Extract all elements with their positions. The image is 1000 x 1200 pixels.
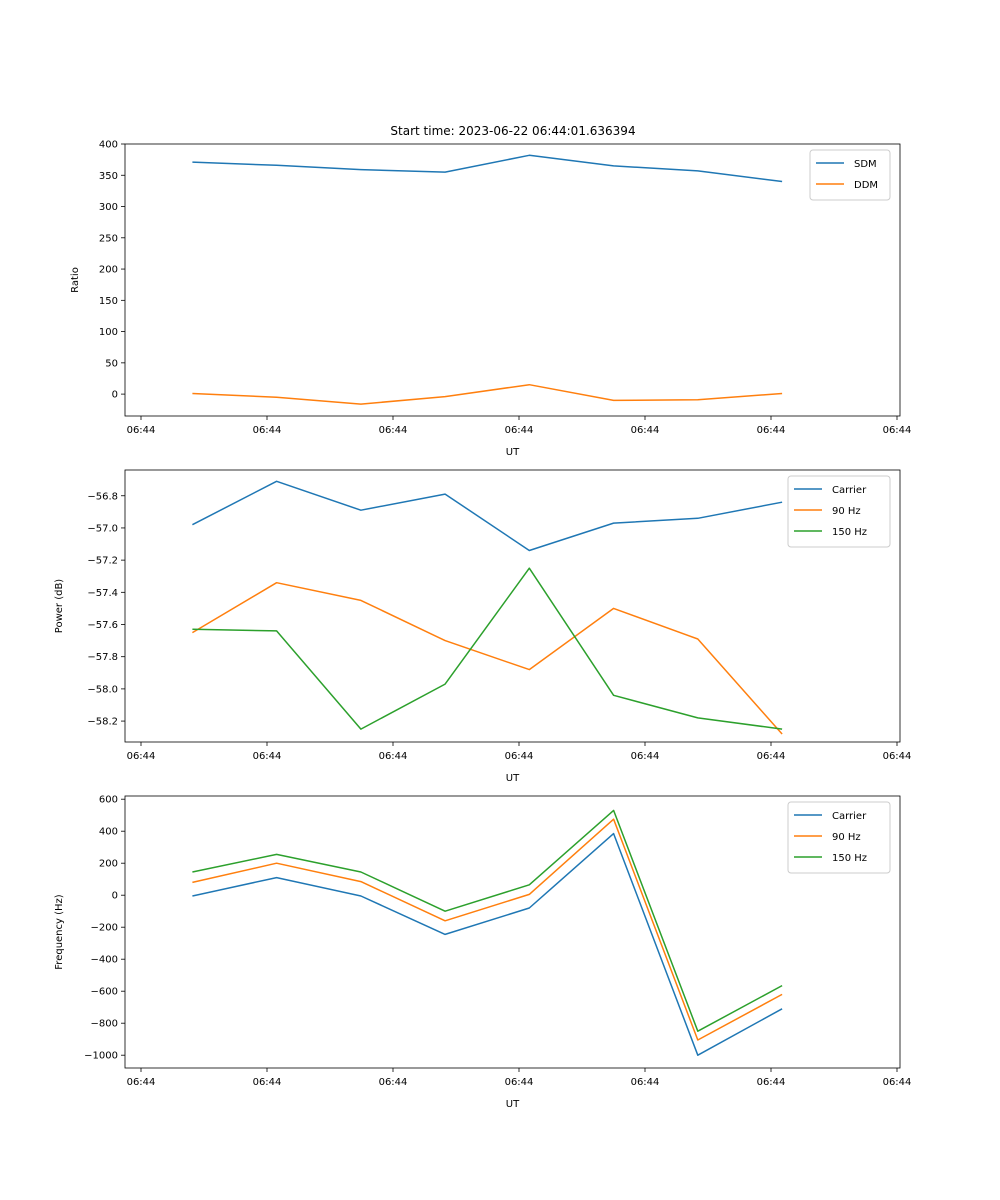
legend-label: 150 Hz xyxy=(832,527,867,538)
x-tick-label: 06:44 xyxy=(127,751,156,762)
x-tick-label: 06:44 xyxy=(379,425,408,436)
plot-frame xyxy=(124,143,901,417)
y-tick-label: 350 xyxy=(99,171,118,182)
y-axis-label: Frequency (Hz) xyxy=(54,894,65,970)
series-line-90-hz xyxy=(192,818,783,1041)
y-tick-label: 400 xyxy=(99,827,118,838)
series-line-90-hz xyxy=(192,581,783,735)
legend-label: DDM xyxy=(854,180,878,191)
legend-label: 90 Hz xyxy=(832,832,861,843)
x-tick-label: 06:44 xyxy=(127,425,156,436)
y-tick-label: 0 xyxy=(112,891,118,902)
y-tick-label: 200 xyxy=(99,265,118,276)
y-tick-label: −57.2 xyxy=(87,556,118,567)
y-tick-label: −56.8 xyxy=(87,491,118,502)
x-tick-label: 06:44 xyxy=(631,1077,660,1088)
y-tick-label: −58.0 xyxy=(87,684,118,695)
y-axis-label: Power (dB) xyxy=(54,579,65,634)
y-tick-label: 0 xyxy=(112,390,118,401)
y-tick-label: 300 xyxy=(99,202,118,213)
x-tick-label: 06:44 xyxy=(757,1077,786,1088)
y-tick-label: 50 xyxy=(105,358,118,369)
legend-label: 90 Hz xyxy=(832,506,861,517)
chart-panel-2: 06:44 06:44 06:44 06:44 06:44 06:44 06:44 −56.8… xyxy=(54,469,912,784)
y-tick-label: −57.4 xyxy=(87,588,118,599)
y-tick-label: −600 xyxy=(91,987,118,998)
y-tick-label: −200 xyxy=(91,923,118,934)
series-line-carrier xyxy=(192,480,783,552)
series-line-150-hz xyxy=(192,809,783,1032)
x-tick-label: 06:44 xyxy=(883,751,912,762)
y-tick-label: −1000 xyxy=(84,1051,118,1062)
legend-label: SDM xyxy=(854,159,877,170)
legend-box xyxy=(809,149,891,201)
x-tick-label: 06:44 xyxy=(379,1077,408,1088)
x-axis-label: UT xyxy=(506,773,520,784)
series-line-sdm xyxy=(192,154,783,183)
x-tick-label: 06:44 xyxy=(757,751,786,762)
plot-frame xyxy=(124,795,901,1069)
chart-panel-3: 06:44 06:44 06:44 06:44 06:44 06:44 06:44 600 40… xyxy=(54,795,911,1110)
y-tick-label: −800 xyxy=(91,1019,118,1030)
x-tick-label: 06:44 xyxy=(505,1077,534,1088)
x-axis-label: UT xyxy=(506,1099,520,1110)
y-tick-label: −57.8 xyxy=(87,652,118,663)
x-tick-label: 06:44 xyxy=(883,1077,912,1088)
y-tick-label: 250 xyxy=(99,233,118,244)
x-tick-label: 06:44 xyxy=(127,1077,156,1088)
y-tick-label: 200 xyxy=(99,859,118,870)
y-tick-label: 600 xyxy=(99,795,118,806)
y-tick-label: 100 xyxy=(99,327,118,338)
y-axis-label: Ratio xyxy=(70,267,81,293)
y-tick-label: −400 xyxy=(91,955,118,966)
series-line-ddm xyxy=(192,383,783,405)
y-tick-label: 400 xyxy=(99,140,118,151)
series-line-carrier xyxy=(192,832,783,1056)
legend-box xyxy=(787,801,891,874)
x-tick-label: 06:44 xyxy=(757,425,786,436)
y-tick-label: −57.6 xyxy=(87,620,118,631)
legend-label: 150 Hz xyxy=(832,853,867,864)
chart-title: Start time: 2023-06-22 06:44:01.636394 xyxy=(390,124,635,138)
x-tick-label: 06:44 xyxy=(631,425,660,436)
x-tick-label: 06:44 xyxy=(505,425,534,436)
y-tick-label: −57.0 xyxy=(87,523,118,534)
x-tick-label: 06:44 xyxy=(253,751,282,762)
x-tick-label: 06:44 xyxy=(253,425,282,436)
legend-label: Carrier xyxy=(832,811,867,822)
x-tick-label: 06:44 xyxy=(883,425,912,436)
legend-label: Carrier xyxy=(832,485,867,496)
x-tick-label: 06:44 xyxy=(379,751,408,762)
y-tick-label: −58.2 xyxy=(87,717,118,728)
legend-box xyxy=(787,475,891,548)
x-tick-label: 06:44 xyxy=(253,1077,282,1088)
x-axis-label: UT xyxy=(506,447,520,458)
series-line-150-hz xyxy=(192,567,783,730)
x-tick-label: 06:44 xyxy=(505,751,534,762)
y-tick-label: 150 xyxy=(99,296,118,307)
chart-panel-1: 06:44 06:44 06:44 06:44 06:44 06:44 06:44 0 50 10… xyxy=(70,140,911,459)
x-tick-label: 06:44 xyxy=(631,751,660,762)
plot-frame xyxy=(124,469,901,743)
